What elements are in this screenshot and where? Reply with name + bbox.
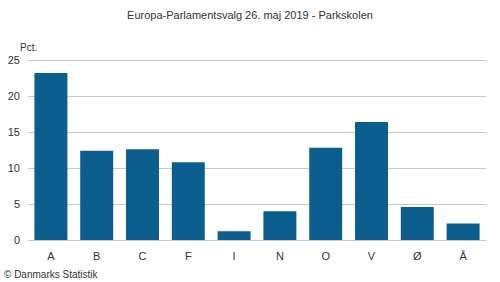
svg-text:V: V: [368, 250, 376, 262]
svg-text:15: 15: [8, 126, 20, 138]
svg-text:© Danmarks Statistik: © Danmarks Statistik: [4, 269, 99, 280]
svg-text:Europa-Parlamentsvalg 26. maj: Europa-Parlamentsvalg 26. maj 2019 - Par…: [127, 9, 373, 21]
svg-text:I: I: [233, 250, 236, 262]
svg-text:A: A: [47, 250, 55, 262]
svg-text:5: 5: [14, 198, 20, 210]
svg-text:Å: Å: [459, 250, 467, 262]
svg-text:0: 0: [14, 234, 20, 246]
svg-text:Ø: Ø: [413, 250, 422, 262]
svg-text:20: 20: [8, 90, 20, 102]
svg-text:N: N: [276, 250, 284, 262]
svg-text:B: B: [93, 250, 100, 262]
svg-text:O: O: [321, 250, 330, 262]
svg-text:Pct.: Pct.: [20, 42, 37, 53]
svg-text:C: C: [139, 250, 147, 262]
svg-text:10: 10: [8, 162, 20, 174]
svg-text:25: 25: [8, 54, 20, 66]
svg-text:F: F: [185, 250, 192, 262]
